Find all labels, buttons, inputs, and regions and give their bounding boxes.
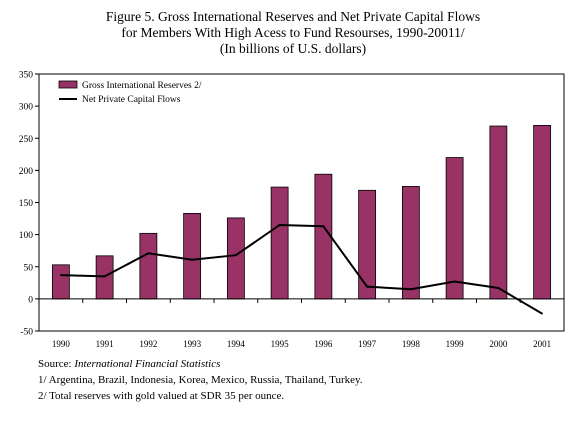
- bar: [183, 213, 202, 300]
- x-tick-label: 1995: [271, 339, 290, 349]
- bar: [358, 189, 377, 300]
- x-tick-label: 1998: [402, 339, 421, 349]
- x-tick-label: 1994: [227, 339, 246, 349]
- x-tick-label: 1992: [139, 339, 157, 349]
- x-tick-label: 2000: [489, 339, 508, 349]
- line-point: [366, 285, 368, 288]
- source-line: Source: International Financial Statisti…: [38, 356, 363, 372]
- y-tick-label: 150: [19, 199, 34, 209]
- x-tick-label: 2001: [533, 339, 551, 349]
- title-line-1: Figure 5. Gross International Reserves a…: [105, 9, 481, 24]
- footnote-1: 1/ Argentina, Brazil, Indonesia, Korea, …: [38, 374, 363, 386]
- line-point: [410, 288, 412, 291]
- bar: [489, 125, 508, 300]
- bar: [270, 186, 289, 300]
- source-label: Source:: [38, 358, 75, 370]
- bar: [401, 186, 420, 300]
- line-point: [541, 312, 543, 315]
- bar: [226, 217, 245, 300]
- line-point: [278, 224, 281, 226]
- x-tick-label: 1991: [96, 339, 114, 349]
- y-tick-label: -50: [20, 328, 33, 338]
- line-point: [103, 275, 106, 278]
- y-tick-label: 350: [19, 71, 34, 81]
- title-line-3: (In billions of U.S. dollars): [219, 41, 367, 56]
- y-tick-label: 0: [28, 295, 33, 305]
- line-point: [147, 252, 150, 255]
- line-point: [322, 225, 325, 228]
- line-point: [453, 280, 456, 283]
- legend-swatch-reserves: [58, 80, 78, 89]
- x-tick-label: 1999: [446, 339, 465, 349]
- x-tick-label: 1996: [314, 339, 333, 349]
- title-line-2: for Members With High Acess to Fund Reso…: [121, 25, 465, 40]
- y-tick-label: 50: [24, 263, 34, 273]
- y-tick-label: 250: [19, 135, 34, 145]
- line-point: [497, 287, 500, 289]
- bar: [445, 157, 464, 300]
- y-tick-label: 300: [19, 103, 34, 113]
- x-tick-label: 1997: [358, 339, 377, 349]
- line-point: [235, 254, 237, 256]
- capital-flows-line: [60, 223, 543, 315]
- plot-frame: [38, 73, 565, 332]
- line-point: [60, 274, 62, 276]
- y-tick-label: 100: [19, 231, 34, 241]
- footnote-2: 2/ Total reserves with gold valued at SD…: [38, 390, 285, 402]
- legend-label-flows: Net Private Capital Flows: [82, 95, 181, 105]
- footnotes: Source: International Financial Statisti…: [38, 356, 363, 404]
- line-point: [191, 258, 193, 261]
- bar: [139, 232, 158, 300]
- chart-title: Figure 5. Gross International Reserves a…: [0, 9, 586, 57]
- x-tick-label: 1990: [52, 339, 71, 349]
- bar: [314, 173, 333, 300]
- legend-label-reserves: Gross International Reserves 2/: [82, 81, 202, 91]
- source-name: International Financial Statistics: [74, 358, 221, 370]
- y-tick-label: 200: [19, 167, 34, 177]
- x-tick-label: 1993: [183, 339, 202, 349]
- bar: [51, 264, 70, 300]
- bar: [533, 125, 552, 300]
